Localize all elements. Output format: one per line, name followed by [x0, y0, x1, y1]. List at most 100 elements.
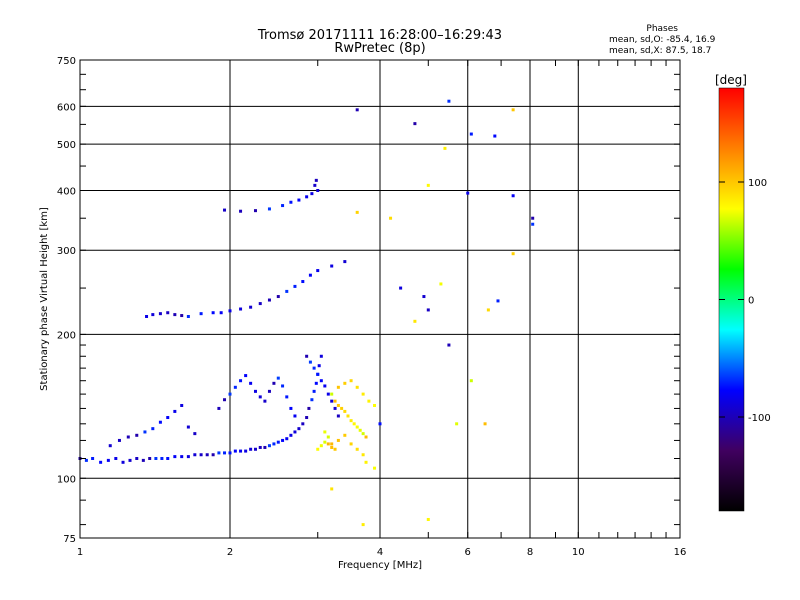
data-point-o	[121, 460, 125, 464]
data-point-x	[323, 430, 327, 434]
data-point-o	[223, 451, 227, 455]
data-point-o	[219, 311, 223, 315]
data-point-x	[367, 399, 371, 403]
data-point-o	[114, 456, 118, 460]
data-point-x	[349, 419, 353, 423]
data-point-o	[151, 313, 155, 317]
data-point-o	[180, 455, 184, 459]
data-point-o	[330, 264, 334, 268]
data-point-o	[307, 406, 311, 410]
data-point-o	[180, 403, 184, 407]
y-tick-label: 75	[63, 534, 76, 545]
data-point-x	[355, 210, 359, 214]
data-point-o	[228, 309, 232, 313]
data-point-o	[166, 416, 170, 420]
x-tick-label: 10	[572, 547, 585, 558]
data-point-o	[233, 449, 237, 453]
data-point-o	[378, 422, 382, 426]
data-point-o	[316, 372, 320, 376]
data-point-o	[239, 449, 243, 453]
data-point-x	[373, 403, 377, 407]
data-point-o	[312, 366, 316, 370]
data-point-o	[148, 456, 152, 460]
data-point-o	[319, 379, 323, 383]
data-point-o	[426, 308, 430, 312]
x-tick-label: 16	[674, 547, 687, 558]
data-point-o	[319, 354, 323, 358]
data-point-o	[263, 399, 267, 403]
data-point-x	[439, 282, 443, 286]
phases-heading: Phases	[646, 24, 678, 34]
data-point-x	[373, 466, 377, 470]
data-point-x	[336, 438, 340, 442]
data-point-o	[239, 379, 243, 383]
data-point-x	[426, 517, 430, 521]
data-point-o	[91, 456, 95, 460]
data-point-x	[364, 460, 368, 464]
data-point-x	[326, 442, 330, 446]
data-point-o	[160, 456, 164, 460]
data-point-o	[301, 422, 305, 426]
data-point-o	[310, 398, 314, 402]
data-point-o	[228, 451, 232, 455]
data-point-x	[511, 252, 515, 256]
data-point-o	[239, 307, 243, 311]
data-point-o	[173, 313, 177, 317]
x-axis-label: Frequency [MHz]	[338, 560, 422, 571]
data-point-o	[249, 447, 253, 451]
data-point-o	[399, 286, 403, 290]
data-point-o	[531, 222, 535, 226]
y-tick-label: 500	[57, 140, 76, 151]
data-point-x	[333, 399, 337, 403]
data-point-o	[276, 295, 280, 299]
data-point-x	[355, 425, 359, 429]
data-point-o	[314, 381, 318, 385]
phases-x-stats: mean, sd,X: 87.5, 18.7	[609, 46, 712, 56]
data-point-o	[186, 314, 190, 318]
data-point-x	[349, 379, 353, 383]
chart-subtitle: RwPretec (8p)	[334, 41, 426, 56]
data-point-x	[330, 445, 334, 449]
data-point-o	[496, 299, 500, 303]
data-point-o	[193, 453, 197, 457]
colorbar-tick-label: 100	[748, 178, 767, 189]
data-point-o	[312, 389, 316, 393]
x-tick-label: 8	[527, 547, 533, 558]
phases-o-stats: mean, sd,O: -85.4, 16.9	[609, 35, 716, 45]
data-point-o	[253, 209, 257, 213]
y-tick-label: 100	[57, 474, 76, 485]
x-tick-label: 2	[227, 547, 233, 558]
data-point-o	[135, 433, 139, 437]
x-tick-label: 6	[465, 547, 471, 558]
data-point-o	[466, 191, 470, 195]
data-point-x	[336, 403, 340, 407]
data-point-o	[316, 188, 320, 192]
y-tick-label: 400	[57, 186, 76, 197]
data-point-o	[267, 207, 271, 211]
data-point-o	[267, 298, 271, 302]
data-point-x	[330, 442, 334, 446]
phases-box: Phases mean, sd,O: -85.4, 16.9 mean, sd,…	[609, 24, 715, 57]
data-point-o	[108, 444, 112, 448]
data-point-o	[126, 435, 130, 439]
x-tick-label: 1	[77, 547, 83, 558]
data-point-o	[128, 458, 132, 462]
data-point-o	[469, 132, 473, 136]
data-point-o	[289, 433, 293, 437]
colorbar-label: [deg]	[715, 73, 747, 87]
data-point-x	[486, 308, 490, 312]
data-point-x	[443, 146, 447, 150]
data-point-x	[326, 435, 330, 439]
data-point-o	[276, 376, 280, 380]
data-point-o	[293, 284, 297, 288]
data-point-o	[272, 381, 276, 385]
data-point-o	[233, 385, 237, 389]
data-point-o	[258, 445, 262, 449]
data-point-o	[244, 449, 248, 453]
data-point-o	[186, 425, 190, 429]
data-point-o	[336, 414, 340, 418]
data-point-o	[293, 430, 297, 434]
data-point-o	[285, 437, 289, 441]
data-point-o	[422, 295, 426, 299]
